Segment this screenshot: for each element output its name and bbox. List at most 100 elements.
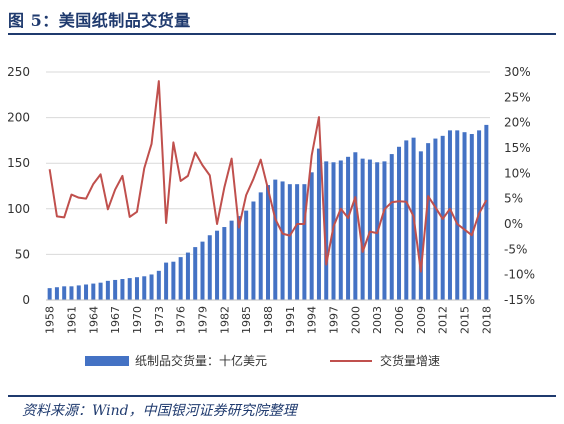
bar xyxy=(54,287,59,300)
y-right-tick-label: -15% xyxy=(504,293,535,307)
growth-line xyxy=(48,80,488,273)
bar xyxy=(193,247,198,300)
x-tick-label: 1979 xyxy=(196,306,209,334)
y-left-tick-label: 0 xyxy=(22,293,30,307)
bar xyxy=(98,282,103,300)
x-tick-label: 2009 xyxy=(415,306,428,334)
legend-bar-label: 纸制品交货量：十亿美元 xyxy=(135,353,267,368)
y-left-tick-label: 200 xyxy=(7,111,30,125)
x-tick-label: 1967 xyxy=(109,306,122,334)
x-tick-label: 1961 xyxy=(65,306,78,334)
bar xyxy=(302,184,307,300)
x-tick-label: 2000 xyxy=(349,306,362,334)
bar xyxy=(127,278,132,300)
bar xyxy=(156,270,161,300)
bar xyxy=(287,184,292,300)
bar xyxy=(84,284,89,300)
source-note: 资料来源：Wind，中国银河证券研究院整理 xyxy=(22,403,297,419)
bar xyxy=(113,279,118,300)
line-series xyxy=(48,80,488,273)
bar xyxy=(433,138,438,300)
y-right-tick-label: 10% xyxy=(504,166,531,180)
y-axis-right: -15% -10% -5% 0% 5% 10% 15% 20% 25% 30% xyxy=(504,65,535,307)
bar xyxy=(346,156,351,300)
bar xyxy=(360,158,365,300)
bar xyxy=(389,154,394,300)
bar xyxy=(469,134,474,300)
x-tick-label: 1982 xyxy=(218,306,231,334)
y-left-tick-label: 100 xyxy=(7,202,30,216)
bar xyxy=(149,274,154,300)
y-axis-left: 0 50 100 150 200 250 xyxy=(7,65,30,307)
legend: 纸制品交货量：十亿美元 交货量增速 xyxy=(85,353,440,368)
bar xyxy=(178,257,183,300)
x-tick-label: 1958 xyxy=(44,306,57,334)
bar xyxy=(295,184,300,300)
x-tick-label: 2003 xyxy=(371,306,384,334)
source-rule xyxy=(8,395,556,397)
bar xyxy=(91,283,96,300)
chart: 0 50 100 150 200 250 -15% -10% -5% 0% 5% 10% 15% 20%… xyxy=(7,65,535,368)
bar xyxy=(222,227,227,300)
y-right-tick-label: 15% xyxy=(504,141,531,155)
bar xyxy=(447,130,452,300)
bar xyxy=(69,286,74,300)
bar xyxy=(120,279,125,300)
x-axis: 1958 1961 1964 1967 1970 1973 1976 1979 1982 1985… xyxy=(44,299,493,334)
bar xyxy=(265,185,271,300)
x-tick-label: 2015 xyxy=(459,306,472,334)
y-right-tick-label: -5% xyxy=(504,242,527,256)
bar xyxy=(462,132,467,300)
bar xyxy=(382,161,387,300)
bar xyxy=(404,140,409,300)
y-right-tick-label: 20% xyxy=(504,116,531,130)
bar xyxy=(426,143,431,300)
bar xyxy=(47,288,52,300)
y-right-tick-label: 30% xyxy=(504,65,531,79)
bar xyxy=(338,160,343,300)
y-right-tick-label: -10% xyxy=(504,268,535,282)
bar xyxy=(484,124,489,300)
x-tick-label: 1997 xyxy=(328,306,341,334)
bar-series xyxy=(47,124,489,300)
bar xyxy=(134,277,139,300)
bar xyxy=(367,159,372,300)
bar xyxy=(258,192,263,300)
x-tick-label: 1991 xyxy=(284,306,297,334)
x-tick-label: 2018 xyxy=(480,306,493,334)
bar xyxy=(62,286,67,300)
bar xyxy=(164,262,169,300)
bar xyxy=(105,280,110,300)
legend-bar-swatch xyxy=(85,356,129,366)
x-tick-label: 2012 xyxy=(437,306,450,334)
y-right-tick-label: 25% xyxy=(504,90,531,104)
y-left-tick-label: 150 xyxy=(7,156,30,170)
x-tick-label: 1973 xyxy=(153,306,166,334)
x-tick-label: 1985 xyxy=(240,306,253,334)
x-tick-label: 1994 xyxy=(306,306,319,334)
x-tick-label: 1964 xyxy=(87,306,100,334)
x-tick-label: 1970 xyxy=(131,306,144,334)
bar xyxy=(200,241,205,300)
bar xyxy=(324,161,329,300)
legend-line-label: 交货量增速 xyxy=(380,353,440,368)
bar xyxy=(251,201,256,300)
bar xyxy=(455,130,460,300)
bar xyxy=(273,179,278,300)
bar xyxy=(215,230,220,300)
bar xyxy=(397,146,402,300)
bar xyxy=(207,235,212,300)
title-rule xyxy=(8,33,556,35)
bar xyxy=(353,152,358,300)
bar xyxy=(309,172,314,300)
bar xyxy=(418,151,423,300)
bar xyxy=(185,252,190,300)
bar xyxy=(236,216,241,300)
bar xyxy=(316,148,321,300)
bar xyxy=(244,210,249,300)
figure-title: 图 5：美国纸制品交货量 xyxy=(8,11,191,30)
bar xyxy=(171,261,176,300)
y-left-tick-label: 250 xyxy=(7,65,30,79)
bar xyxy=(280,181,285,300)
x-tick-label: 2006 xyxy=(393,306,406,334)
